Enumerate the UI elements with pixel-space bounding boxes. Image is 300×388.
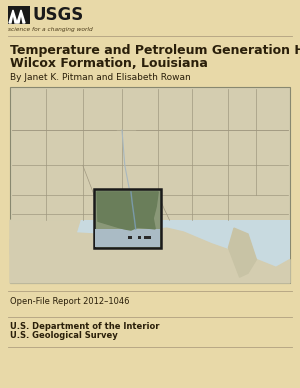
Text: science for a changing world: science for a changing world — [8, 27, 93, 32]
Bar — [94, 189, 161, 248]
Polygon shape — [228, 228, 256, 277]
Polygon shape — [17, 10, 25, 23]
Polygon shape — [9, 10, 17, 23]
Text: USGS: USGS — [33, 6, 84, 24]
Bar — [95, 229, 160, 246]
Bar — [10, 87, 290, 283]
Text: Open-File Report 2012–1046: Open-File Report 2012–1046 — [10, 297, 130, 306]
Bar — [138, 236, 141, 239]
Bar — [128, 236, 132, 239]
Bar — [10, 220, 290, 283]
Text: By Janet K. Pitman and Elisabeth Rowan: By Janet K. Pitman and Elisabeth Rowan — [10, 73, 191, 82]
Text: Temperature and Petroleum Generation History of the: Temperature and Petroleum Generation His… — [10, 44, 300, 57]
Polygon shape — [10, 228, 290, 283]
Bar — [144, 236, 149, 239]
Text: U.S. Geological Survey: U.S. Geological Survey — [10, 331, 118, 340]
Bar — [256, 220, 290, 283]
Bar — [148, 236, 151, 239]
Bar — [8, 6, 30, 24]
Text: U.S. Department of the Interior: U.S. Department of the Interior — [10, 322, 160, 331]
Text: Wilcox Formation, Louisiana: Wilcox Formation, Louisiana — [10, 57, 208, 70]
Polygon shape — [97, 192, 158, 230]
Polygon shape — [10, 220, 80, 263]
